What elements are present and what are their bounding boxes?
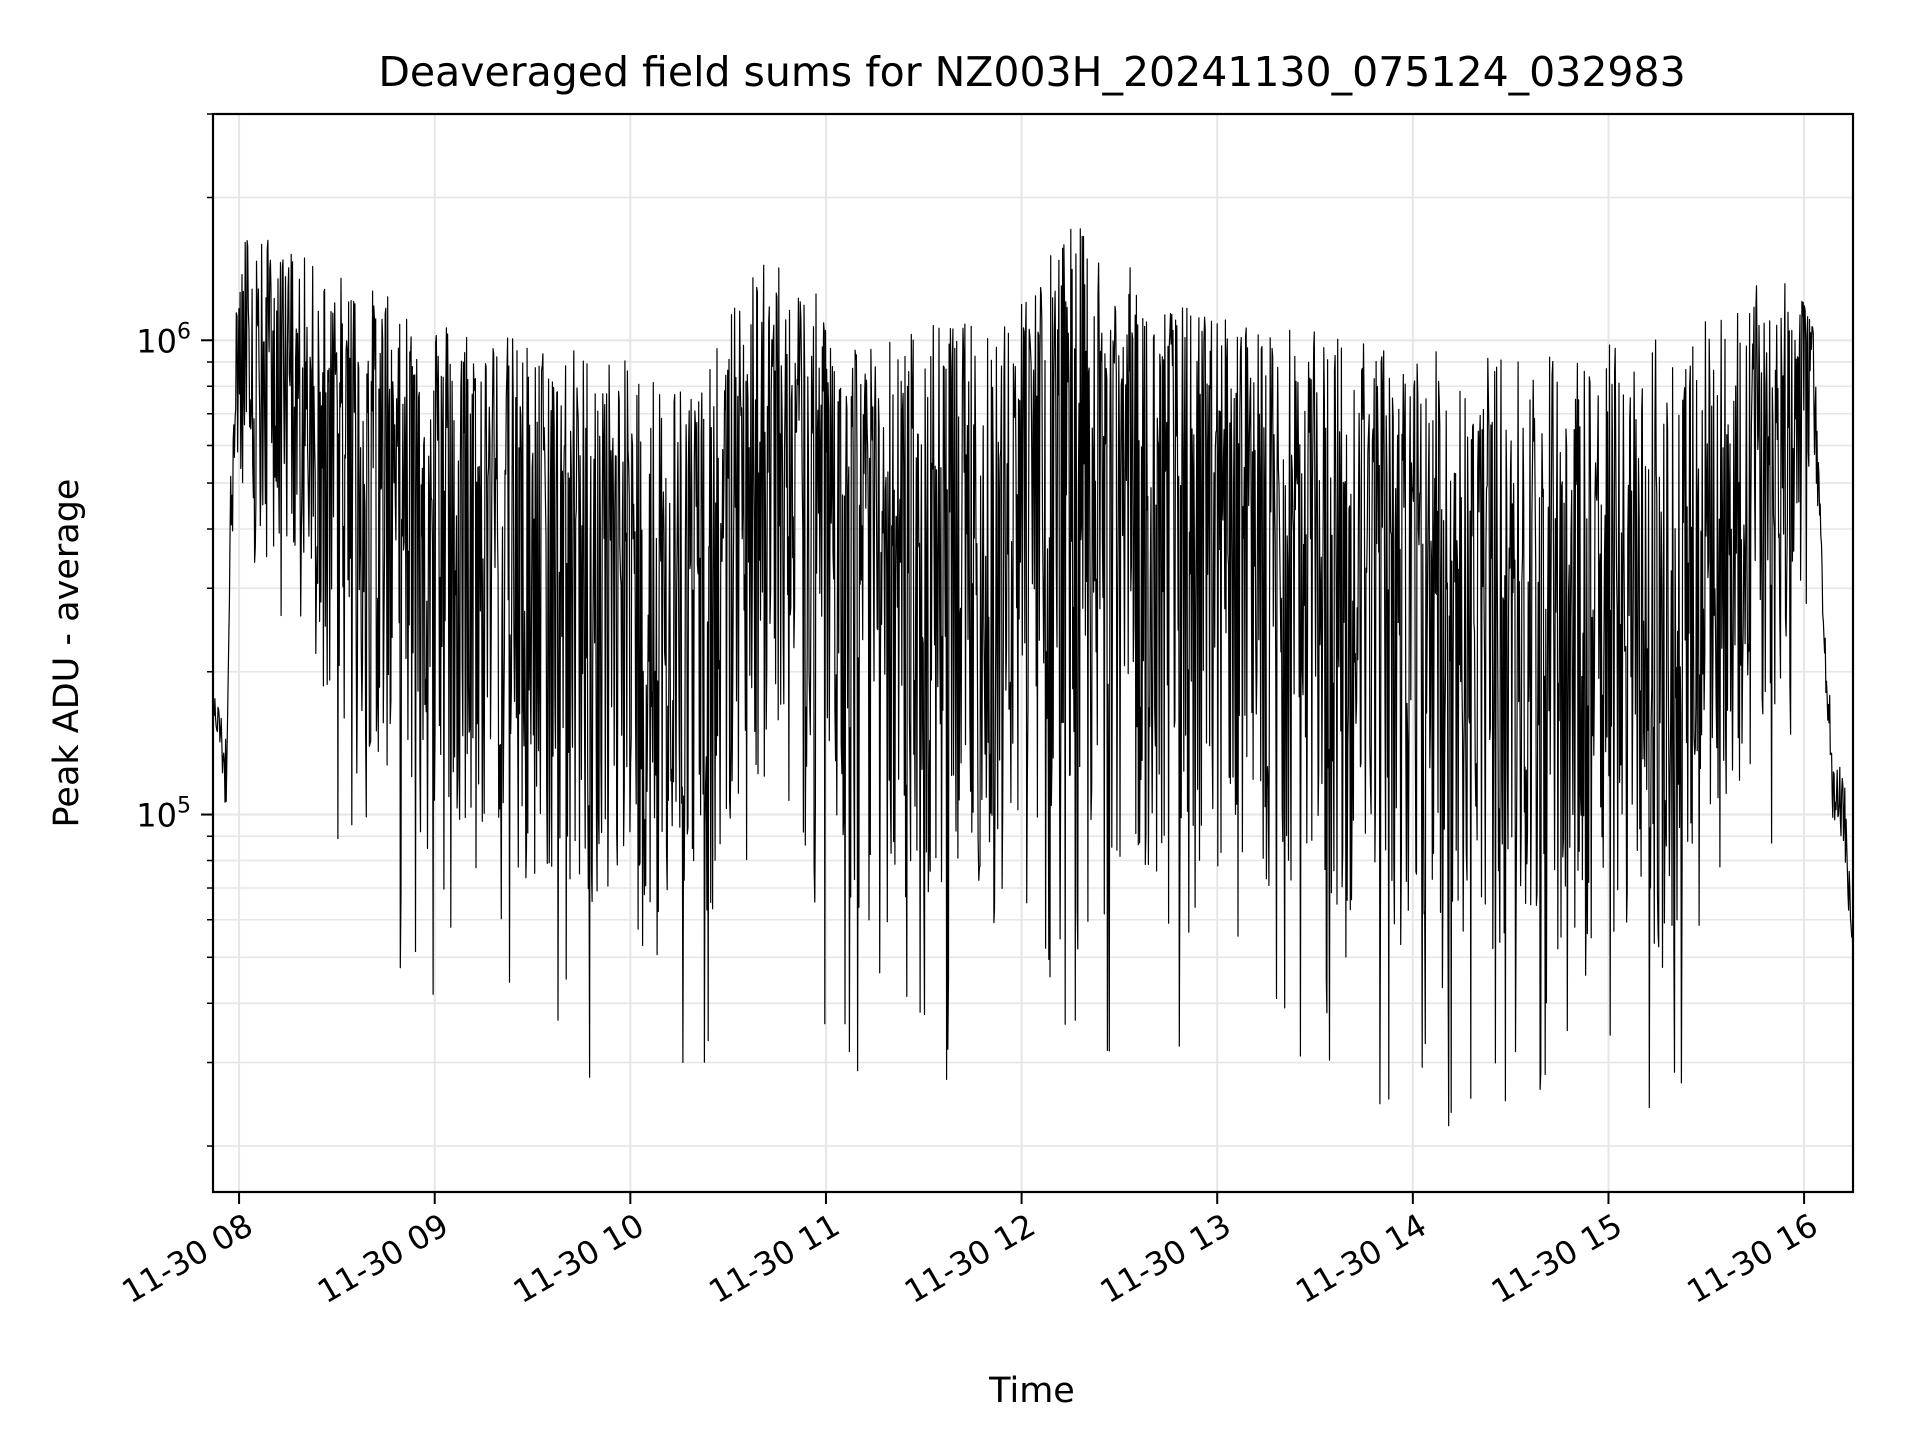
series-line bbox=[212, 228, 1854, 1127]
y-tick-label: 106 bbox=[136, 319, 191, 360]
y-tick-exponent: 6 bbox=[177, 319, 191, 344]
chart-title: Deaveraged field sums for NZ003H_2024113… bbox=[378, 48, 1685, 96]
plot-frame bbox=[211, 112, 1855, 1194]
y-tick-exponent: 5 bbox=[177, 794, 191, 819]
x-axis-label: Time bbox=[988, 1371, 1075, 1411]
y-tick-base: 10 bbox=[136, 797, 177, 835]
y-tick-label: 105 bbox=[136, 794, 191, 835]
series-line-path bbox=[212, 228, 1854, 1127]
y-axis-label: Peak ADU - average bbox=[47, 479, 87, 828]
y-tick-base: 10 bbox=[136, 322, 177, 360]
